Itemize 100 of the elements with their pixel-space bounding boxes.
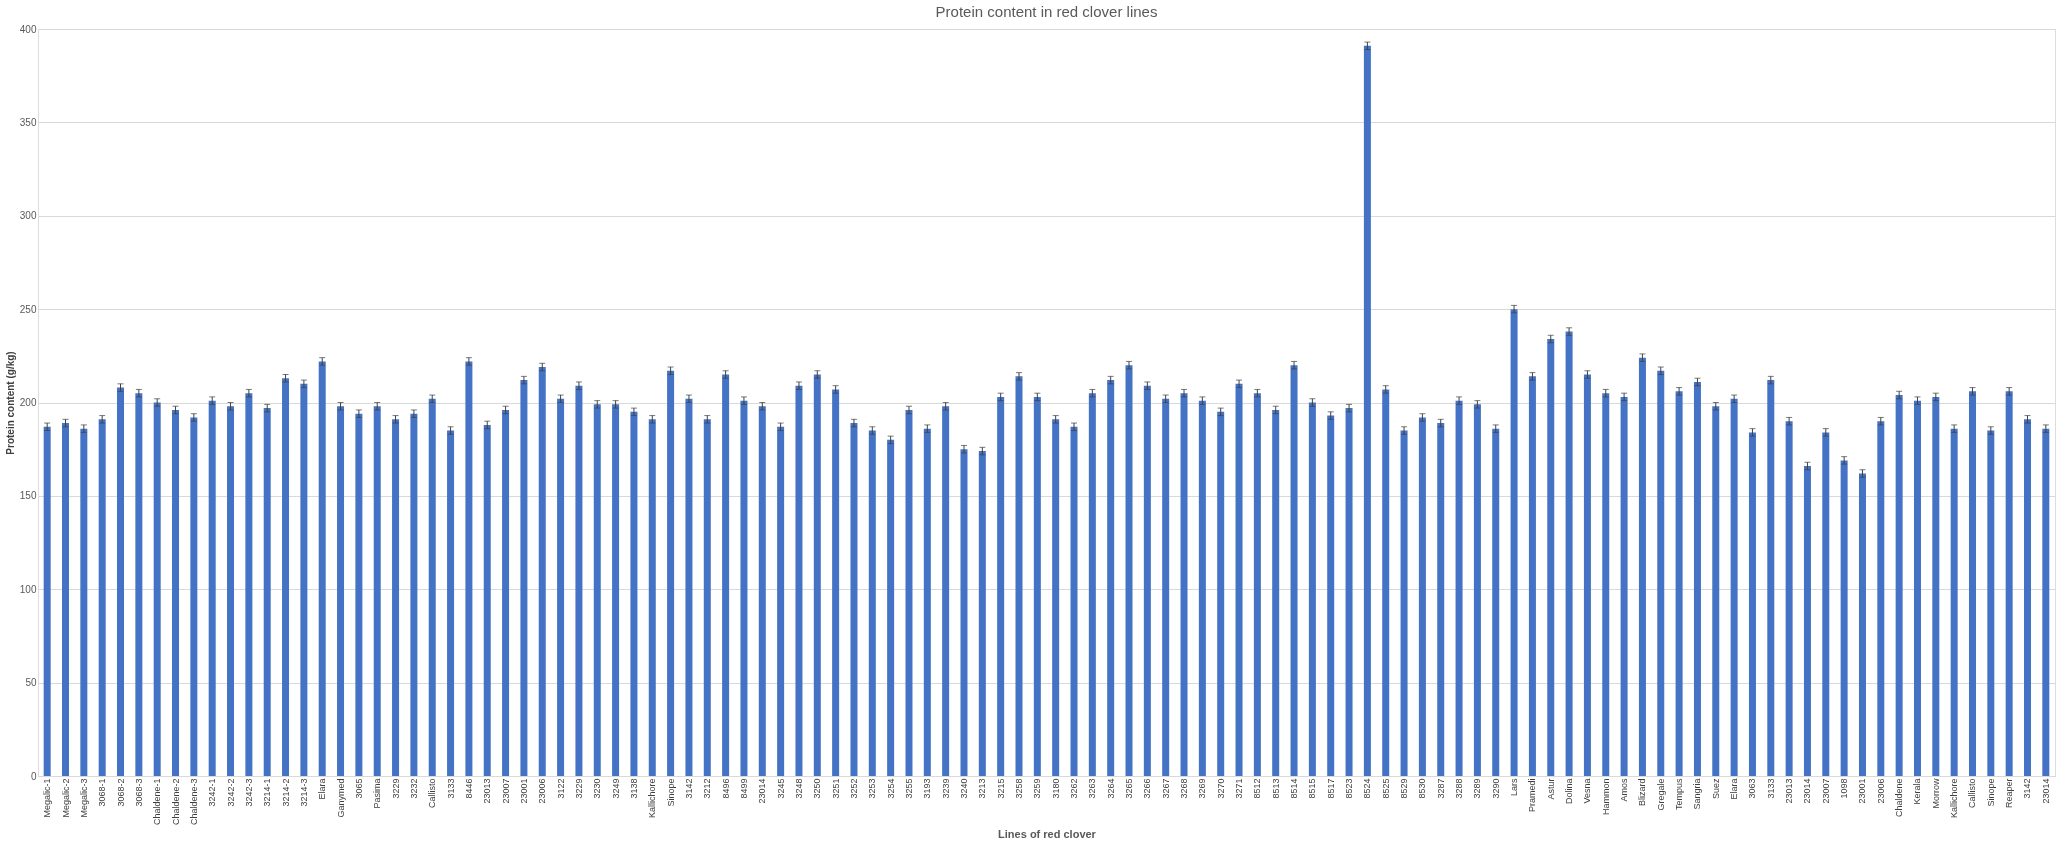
x-tick-label: 3258 (1014, 778, 1024, 799)
x-tick-label: Blizard (1637, 778, 1648, 807)
x-tick-label: 3266 (1142, 778, 1153, 799)
bar (282, 378, 290, 776)
x-tick-label: Pasima (372, 778, 383, 809)
bar (337, 406, 345, 776)
x-tick-label: 8529 (1399, 778, 1410, 799)
x-tick-label: Chaldene-2 (170, 778, 181, 826)
x-tick-label: 3242-2 (225, 778, 236, 807)
x-tick-label: 3229 (390, 778, 401, 799)
bar (942, 406, 950, 776)
x-tick-label: Dolina (1564, 778, 1575, 805)
bar (1345, 408, 1353, 776)
y-tick-label: 400 (19, 23, 37, 35)
x-tick-label: 8515 (1307, 778, 1318, 799)
bar (1767, 380, 1775, 776)
x-tick-label: 23001 (1857, 778, 1868, 804)
bar (960, 449, 968, 776)
x-tick-label: 23006 (537, 778, 548, 804)
x-tick-label: 23013 (1784, 778, 1795, 804)
bar (1290, 365, 1298, 776)
x-tick-label: 8513 (1270, 778, 1281, 799)
x-tick-label: 3068-3 (133, 778, 144, 807)
x-tick-label: 8523 (1344, 778, 1355, 799)
x-tick-label: 3254 (885, 778, 896, 799)
x-tick-label: Kallichore (647, 778, 658, 819)
y-tick-label: 250 (19, 303, 37, 315)
x-tick-label: 3232 (408, 778, 419, 799)
x-tick-label: 23007 (1820, 778, 1831, 804)
x-tick-label: 8524 (1362, 778, 1373, 799)
x-tick-label: 3239 (940, 778, 951, 799)
chart-title: Protein content in red clover lines (935, 3, 1158, 20)
x-tick-label: Lars (1509, 778, 1520, 797)
x-tick-label: 8517 (1325, 778, 1336, 799)
x-tick-label: 3142 (683, 778, 694, 799)
x-tick-label: Sinope (665, 778, 676, 807)
x-tick-label: Suez (1710, 778, 1721, 800)
x-tick-label: 23014 (757, 778, 768, 804)
x-tick-label: 3253 (867, 778, 878, 799)
x-tick-label: Hammon (1600, 778, 1611, 816)
bar (373, 406, 381, 776)
y-tick-label: 300 (19, 210, 37, 222)
bar (1180, 393, 1188, 776)
x-tick-label: Tempus (1674, 778, 1685, 811)
x-tick-label: 3265 (1124, 778, 1135, 799)
x-tick-label: 3267 (1160, 778, 1171, 799)
x-tick-label: 3249 (610, 778, 621, 799)
x-tick-label: 3138 (628, 778, 639, 799)
bar (758, 406, 766, 776)
x-tick-label: 3242-3 (243, 778, 254, 807)
x-tick-label: 8499 (738, 778, 749, 799)
x-tick-label: Ganymed (335, 778, 346, 818)
bar (135, 393, 143, 776)
x-tick-label: 3180 (1050, 778, 1061, 799)
x-tick-label: Callisto (427, 778, 438, 809)
x-tick-label: Chaldene (1894, 778, 1905, 818)
x-tick-label: 8446 (463, 778, 474, 799)
x-tick-label: Chaldene-3 (188, 778, 199, 826)
y-tick-label: 200 (19, 397, 37, 408)
bar (1785, 421, 1793, 776)
x-tick-label: Elara (317, 778, 328, 800)
x-tick-label: 3122 (555, 778, 566, 799)
x-tick-label: 3290 (1490, 778, 1501, 799)
x-tick-label: 3270 (1215, 778, 1226, 799)
x-tick-label: Kerala (1912, 778, 1923, 805)
x-tick-label: 3215 (995, 778, 1006, 799)
x-tick-label: 3252 (848, 778, 859, 799)
bar (1712, 406, 1720, 776)
x-tick-label: 8496 (720, 778, 731, 799)
x-tick-label: 3245 (775, 778, 786, 799)
bar (850, 423, 858, 776)
bar (1877, 421, 1885, 776)
y-tick-label: 0 (30, 770, 37, 782)
x-axis-title: Lines of red clover (998, 828, 1097, 841)
bar (1510, 309, 1518, 776)
y-tick-label: 100 (19, 583, 37, 595)
x-tick-label: Astur (1545, 778, 1556, 800)
x-tick-label: 23007 (500, 778, 511, 804)
x-tick-label: Chaldene-1 (152, 778, 163, 826)
x-tick-label: Megalic-2 (60, 778, 71, 818)
x-tick-label: Kallichore (1949, 778, 1960, 819)
x-tick-label: 3262 (1069, 778, 1079, 799)
x-tick-label: 3133 (445, 778, 456, 799)
x-tick-label: 3240 (958, 778, 969, 799)
x-tick-label: 3255 (903, 778, 914, 799)
y-tick-label: 350 (19, 116, 37, 128)
bar (1547, 339, 1555, 776)
x-tick-label: Vesna (1582, 778, 1593, 804)
x-tick-label: 3264 (1105, 778, 1116, 799)
x-tick-label: Morrow (1930, 778, 1941, 809)
x-tick-label: 23014 (2040, 778, 2051, 804)
x-tick-label: Reaper (2004, 778, 2015, 809)
x-tick-label: Sangria (1692, 778, 1703, 810)
x-tick-label: 3068-2 (115, 778, 126, 807)
x-tick-label: 3230 (592, 778, 603, 799)
x-tick-label: Amos (1619, 778, 1630, 802)
x-tick-label: 3242-1 (207, 778, 218, 807)
x-tick-label: 3133 (1765, 778, 1776, 799)
x-tick-label: 3214-2 (280, 778, 291, 807)
x-tick-label: 8525 (1380, 778, 1391, 799)
